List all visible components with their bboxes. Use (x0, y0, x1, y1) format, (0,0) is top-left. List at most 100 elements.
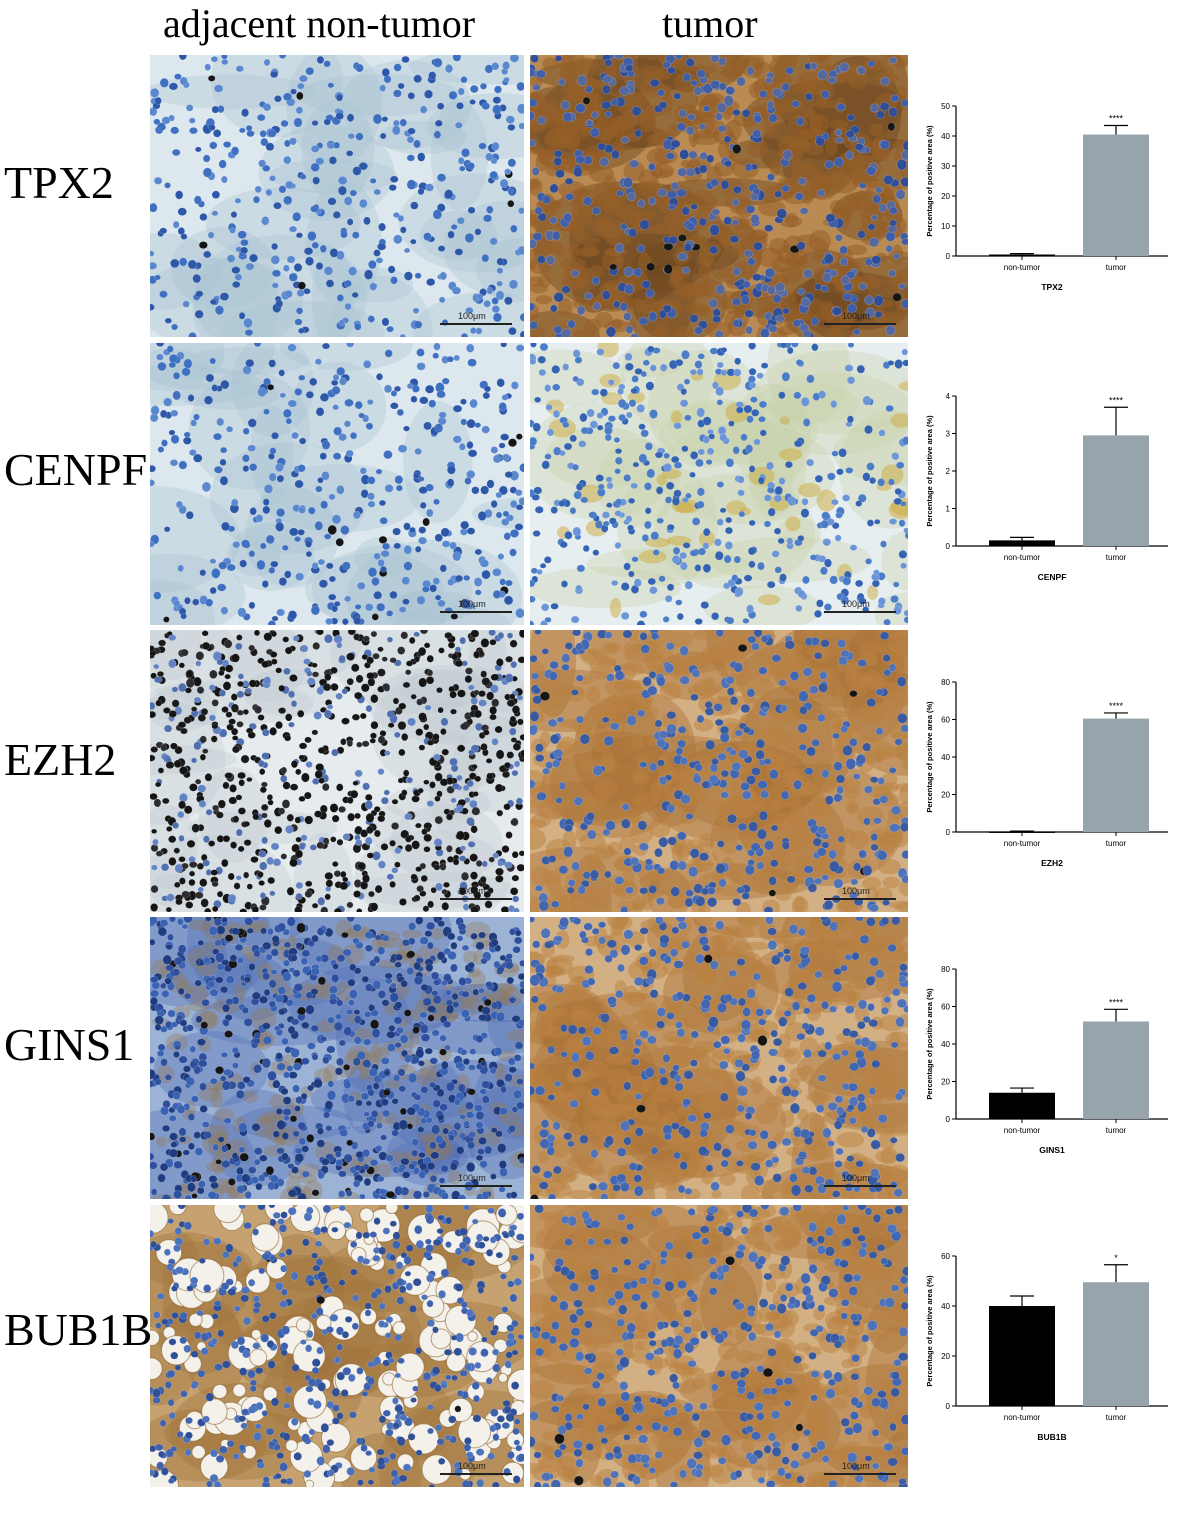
row-label-gins1: GINS1 (4, 1020, 134, 1070)
significance-marker: **** (1109, 114, 1124, 124)
scale-bar (440, 1185, 512, 1187)
x-tick-label: non-tumor (1004, 553, 1041, 562)
bar-non-tumor (989, 1093, 1055, 1119)
y-tick-label: 80 (941, 678, 950, 687)
y-tick-label: 4 (946, 392, 951, 401)
y-tick-label: 40 (941, 1302, 950, 1311)
tumor-tissue-image-ezh2: 100μm (530, 630, 908, 912)
bar-tumor (1083, 435, 1149, 546)
column-header-tumor: tumor (662, 2, 758, 46)
significance-marker: **** (1109, 997, 1124, 1007)
y-tick-label: 0 (946, 1402, 951, 1411)
scale-bar (440, 323, 512, 325)
y-tick-label: 0 (946, 828, 951, 837)
y-tick-label: 0 (946, 252, 951, 261)
scale-bar (824, 1185, 896, 1187)
chart-title: BUB1B (1037, 1432, 1066, 1442)
scale-bar (440, 1473, 512, 1475)
bar-tumor (1083, 1022, 1149, 1120)
non-tumor-tissue-image-gins1: 100μm (150, 917, 524, 1199)
y-tick-label: 30 (941, 162, 950, 171)
y-axis-label: Percentage of positive area (%) (925, 125, 934, 237)
column-header-non-tumor: adjacent non-tumor (163, 2, 475, 46)
x-tick-label: tumor (1106, 263, 1127, 272)
row-label-bub1b: BUB1B (4, 1305, 152, 1355)
bar-chart-tpx2: 0 10 20 30 40 50 Percentage of positive area (… (920, 92, 1178, 382)
bar-chart-cenpf: 0 1 2 3 4 Percentage of positive area (%) non-… (920, 382, 1178, 672)
y-tick-label: 40 (941, 1040, 950, 1049)
y-axis-label: Percentage of positive area (%) (925, 988, 934, 1100)
y-tick-label: 80 (941, 965, 950, 974)
bar-non-tumor (989, 540, 1055, 546)
scale-bar-label: 100μm (842, 1461, 870, 1471)
y-tick-label: 1 (946, 505, 951, 514)
row-label-cenpf: CENPF (4, 445, 147, 495)
scale-bar-label: 100μm (842, 599, 870, 609)
y-tick-label: 0 (946, 542, 951, 551)
bar-chart-bub1b: 0 20 40 60 Percentage of positive area (%) no… (920, 1242, 1178, 1532)
scale-bar-label: 100μm (842, 311, 870, 321)
x-tick-label: non-tumor (1004, 263, 1041, 272)
row-label-tpx2: TPX2 (4, 158, 114, 208)
scale-bar (440, 898, 512, 900)
row-label-ezh2: EZH2 (4, 735, 116, 785)
significance-marker: * (1114, 1253, 1118, 1263)
tumor-tissue-image-gins1: 100μm (530, 917, 908, 1199)
scale-bar-label: 100μm (458, 1173, 486, 1183)
y-tick-label: 40 (941, 753, 950, 762)
scale-bar (440, 611, 512, 613)
y-tick-label: 60 (941, 716, 950, 725)
bar-chart-ezh2: 0 20 40 60 80 Percentage of positive area (%)… (920, 668, 1178, 958)
y-axis-label: Percentage of positive area (%) (925, 1275, 934, 1387)
chart-title: EZH2 (1041, 858, 1063, 868)
x-tick-label: non-tumor (1004, 1126, 1041, 1135)
y-tick-label: 20 (941, 192, 950, 201)
tumor-tissue-image-bub1b: 100μm (530, 1205, 908, 1487)
non-tumor-tissue-image-cenpf: 100μm (150, 343, 524, 625)
scale-bar (824, 323, 896, 325)
x-tick-label: tumor (1106, 839, 1127, 848)
x-tick-label: tumor (1106, 1413, 1127, 1422)
y-axis-label: Percentage of positive area (%) (925, 701, 934, 813)
scale-bar (824, 898, 896, 900)
bar-non-tumor (989, 1306, 1055, 1406)
y-tick-label: 20 (941, 1352, 950, 1361)
non-tumor-tissue-image-tpx2: 100μm (150, 55, 524, 337)
y-tick-label: 40 (941, 132, 950, 141)
chart-title: GINS1 (1039, 1145, 1065, 1155)
x-tick-label: non-tumor (1004, 1413, 1041, 1422)
scale-bar-label: 100μm (458, 599, 486, 609)
scale-bar-label: 100μm (458, 311, 486, 321)
bar-tumor (1083, 1282, 1149, 1406)
scale-bar (824, 611, 896, 613)
scale-bar-label: 100μm (458, 886, 486, 896)
chart-title: TPX2 (1041, 282, 1063, 292)
bar-chart-gins1: 0 20 40 60 80 Percentage of positive area (%)… (920, 955, 1178, 1245)
y-tick-label: 2 (946, 467, 951, 476)
x-tick-label: tumor (1106, 553, 1127, 562)
tumor-tissue-image-cenpf: 100μm (530, 343, 908, 625)
y-tick-label: 20 (941, 1078, 950, 1087)
non-tumor-tissue-image-ezh2: 100μm (150, 630, 524, 912)
y-tick-label: 60 (941, 1252, 950, 1261)
bar-tumor (1083, 719, 1149, 832)
y-axis-label: Percentage of positive area (%) (925, 415, 934, 527)
bar-tumor (1083, 135, 1149, 257)
y-tick-label: 60 (941, 1003, 950, 1012)
y-tick-label: 10 (941, 222, 950, 231)
x-tick-label: tumor (1106, 1126, 1127, 1135)
bar-non-tumor (989, 255, 1055, 257)
scale-bar-label: 100μm (842, 1173, 870, 1183)
x-tick-label: non-tumor (1004, 839, 1041, 848)
scale-bar-label: 100μm (842, 886, 870, 896)
y-tick-label: 3 (946, 430, 951, 439)
scale-bar-label: 100μm (458, 1461, 486, 1471)
y-tick-label: 0 (946, 1115, 951, 1124)
significance-marker: **** (1109, 701, 1124, 711)
scale-bar (824, 1473, 896, 1475)
non-tumor-tissue-image-bub1b: 100μm (150, 1205, 524, 1487)
tumor-tissue-image-tpx2: 100μm (530, 55, 908, 337)
chart-title: CENPF (1038, 572, 1067, 582)
y-tick-label: 50 (941, 102, 950, 111)
y-tick-label: 20 (941, 791, 950, 800)
